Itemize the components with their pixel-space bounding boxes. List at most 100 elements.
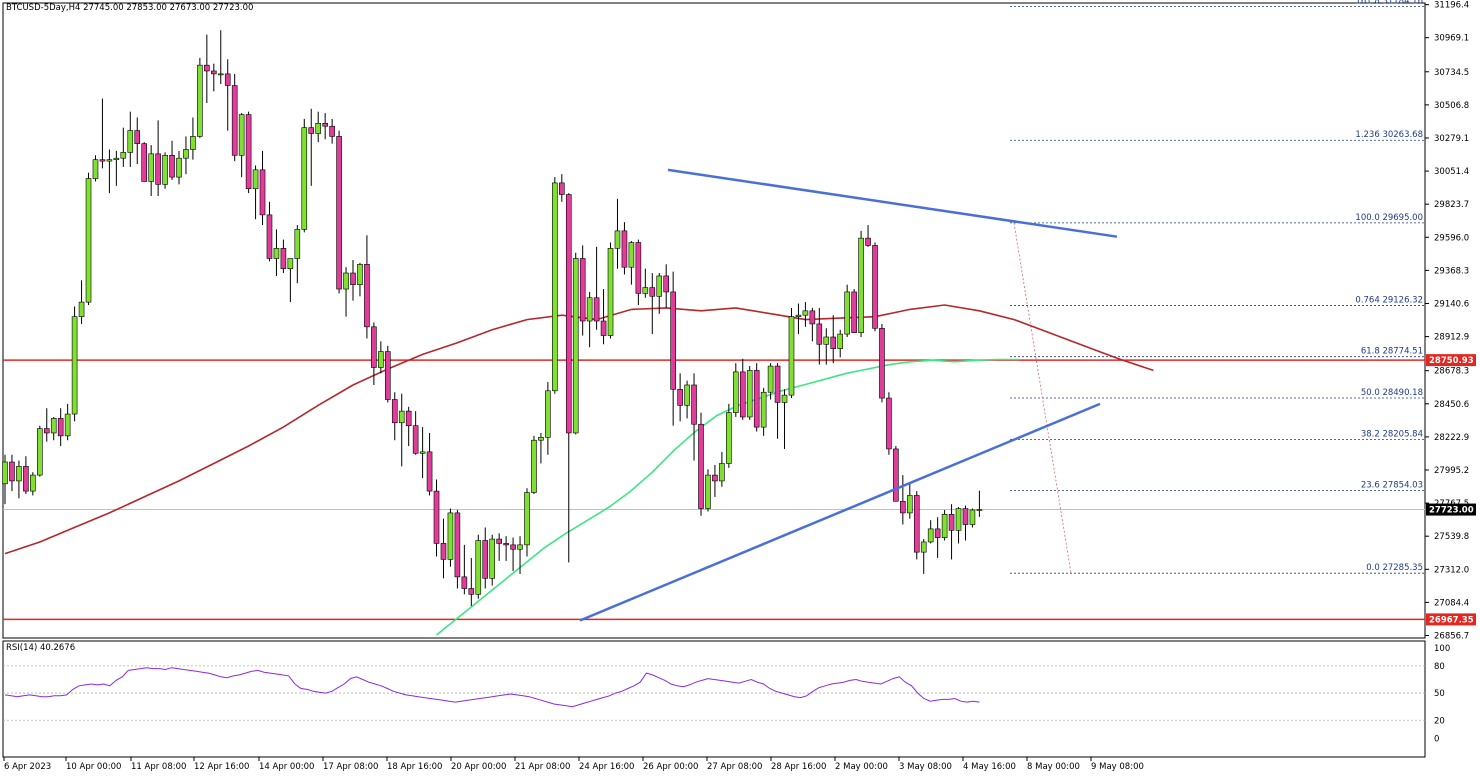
bull-candle <box>489 538 496 579</box>
bear-candle <box>482 540 489 579</box>
bull-candle <box>238 114 245 156</box>
bear-candle <box>329 125 335 137</box>
bull-candle <box>162 154 168 185</box>
bear-candle <box>412 425 419 454</box>
bear-candle <box>350 272 356 285</box>
support-price-tag: 26967.35 <box>1429 615 1474 625</box>
bear-candle <box>155 153 161 185</box>
bull-candle <box>50 418 57 434</box>
bull-candle <box>788 316 795 396</box>
ascending-trendline <box>579 402 1101 622</box>
price-tick-label: 29368.3 <box>1434 266 1469 276</box>
price-tick-label: 28222.9 <box>1434 433 1469 443</box>
bull-candle <box>552 182 558 392</box>
time-tick-label: 17 Apr 08:00 <box>323 762 378 772</box>
time-tick-label: 24 Apr 16:00 <box>579 762 634 772</box>
rsi-scale-label: 50 <box>1434 689 1445 699</box>
bull-candle <box>732 371 739 413</box>
bear-candle <box>712 474 718 482</box>
bull-candle <box>315 123 322 134</box>
bear-candle <box>663 275 670 293</box>
time-tick-label: 2 May 00:00 <box>835 762 888 772</box>
bear-candle <box>865 237 871 246</box>
bull-candle <box>858 237 864 333</box>
time-tick-label: 9 May 08:00 <box>1091 762 1144 772</box>
bull-candle <box>148 153 154 182</box>
bull-candle <box>746 370 753 418</box>
bear-candle <box>774 365 781 403</box>
bull-candle <box>920 541 927 553</box>
bear-candle <box>621 230 628 268</box>
bull-candle <box>941 514 948 538</box>
rsi-scale-label: 100 <box>1434 644 1450 654</box>
bull-candle <box>684 384 690 406</box>
bear-candle <box>384 351 391 400</box>
sma-fast-line <box>435 358 1020 636</box>
price-tick-label: 30969.1 <box>1434 34 1469 44</box>
bull-candle <box>607 248 614 336</box>
bear-candle <box>948 514 955 531</box>
bear-candle <box>496 538 502 544</box>
price-tick-label: 28450.6 <box>1434 400 1469 410</box>
price-tick-label: 29823.7 <box>1434 200 1469 210</box>
bear-candle <box>169 154 175 178</box>
fib-level-label: 100.0 29695.00 <box>1355 213 1423 223</box>
bull-candle <box>120 152 127 159</box>
bear-candle <box>913 495 920 553</box>
main-panel-frame <box>2 2 1426 639</box>
bear-candle <box>649 287 656 297</box>
bull-candle <box>538 437 544 441</box>
bear-candle <box>816 323 823 345</box>
bear-candle <box>900 500 906 514</box>
bear-candle <box>593 297 600 322</box>
bull-candle <box>844 291 850 335</box>
bull-candle <box>183 149 189 159</box>
bull-candle <box>760 391 767 428</box>
bear-candle <box>565 194 572 434</box>
bear-candle <box>879 327 885 399</box>
time-tick-label: 20 Apr 00:00 <box>451 762 506 772</box>
bear-candle <box>336 136 342 290</box>
bull-candle <box>628 242 635 268</box>
fib-level-label: 38.2 28205.84 <box>1361 429 1423 439</box>
bull-candle <box>719 463 725 482</box>
bear-candle <box>698 423 704 509</box>
bear-candle <box>809 310 816 325</box>
fib-swing-line <box>1013 222 1072 574</box>
bull-candle <box>398 410 405 424</box>
price-tick-label: 30506.8 <box>1434 101 1469 111</box>
time-tick-label: 11 Apr 08:00 <box>131 762 186 772</box>
sma-slow-line <box>4 304 1154 555</box>
bear-candle <box>886 397 892 450</box>
bear-candle <box>461 576 468 589</box>
bear-candle <box>503 543 509 546</box>
time-tick-label: 4 May 16:00 <box>963 762 1016 772</box>
current-price-tag-bg <box>1426 503 1476 516</box>
bull-candle <box>726 412 732 464</box>
bear-candle <box>739 371 746 418</box>
bull-candle <box>823 336 830 345</box>
bull-candle <box>176 157 182 178</box>
bear-candle <box>259 169 266 216</box>
bull-candle <box>378 351 384 368</box>
time-tick-label: 27 Apr 08:00 <box>707 762 762 772</box>
bull-candle <box>30 474 36 492</box>
bull-candle <box>837 333 844 349</box>
bear-candle <box>893 448 899 502</box>
bear-candle <box>830 336 837 349</box>
bear-candle <box>391 399 398 424</box>
bull-candle <box>586 297 593 322</box>
price-tick-label: 31196.4 <box>1434 1 1469 11</box>
bull-candle <box>197 64 203 137</box>
bull-candle <box>273 248 280 259</box>
time-tick-label: 18 Apr 16:00 <box>387 762 442 772</box>
bull-candle <box>614 230 621 249</box>
bear-candle <box>962 508 969 525</box>
bear-candle <box>322 123 328 127</box>
fib-level-label: 1.236 30263.68 <box>1355 130 1423 140</box>
bull-candle <box>969 509 976 525</box>
bull-candle <box>127 130 134 153</box>
bear-candle <box>43 428 50 434</box>
time-tick-label: 3 May 08:00 <box>899 762 952 772</box>
